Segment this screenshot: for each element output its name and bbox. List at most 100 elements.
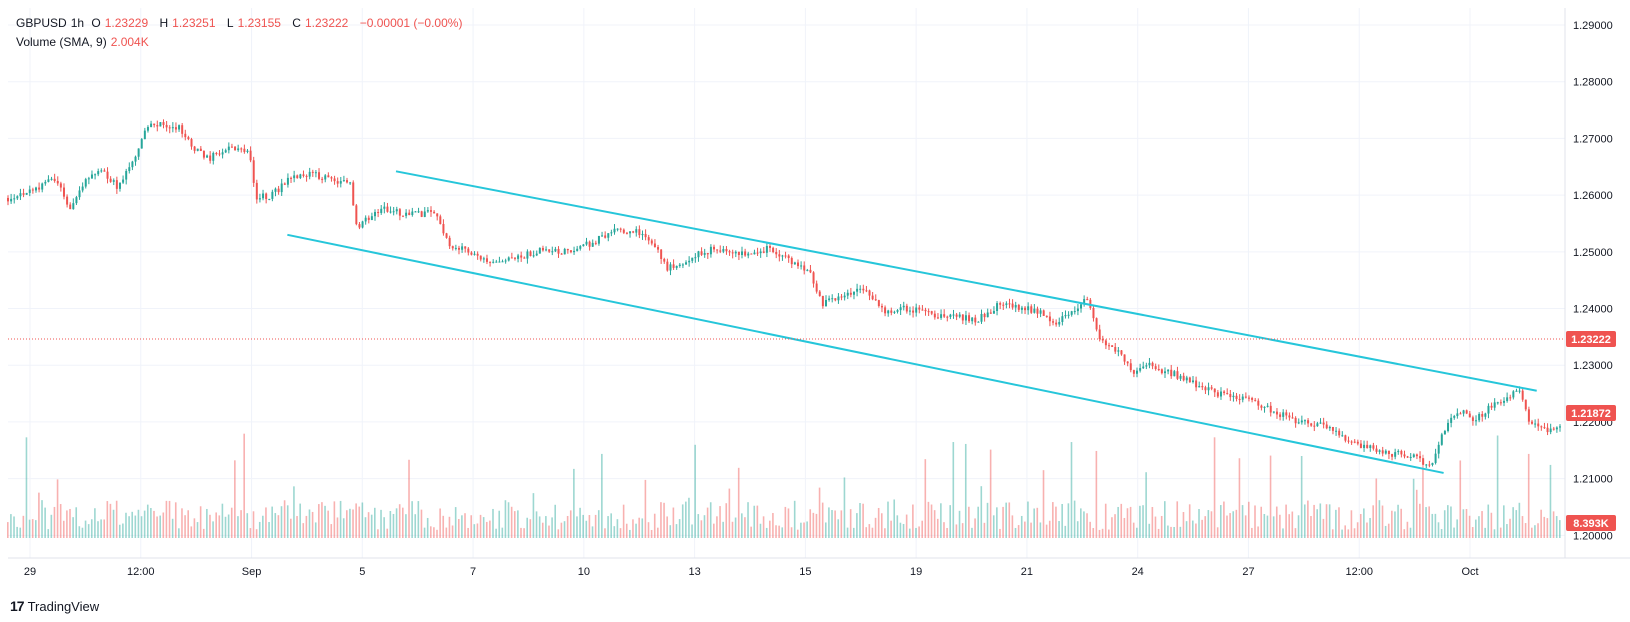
candle-body bbox=[237, 148, 240, 151]
candle-body bbox=[908, 310, 911, 312]
volume-bar bbox=[1052, 502, 1054, 538]
candle-body bbox=[352, 182, 355, 206]
volume-bar bbox=[395, 508, 398, 538]
volume-bar bbox=[489, 520, 491, 538]
volume-bar bbox=[1347, 529, 1350, 538]
volume-bar bbox=[224, 516, 227, 538]
candle-body bbox=[722, 249, 725, 252]
candle-body bbox=[143, 130, 146, 140]
volume-bar bbox=[1229, 513, 1231, 538]
volume-bar bbox=[118, 524, 121, 538]
candle-body bbox=[716, 249, 719, 251]
candle-body bbox=[737, 251, 740, 256]
candle-body bbox=[996, 303, 999, 311]
candle-body bbox=[697, 251, 700, 258]
candle-body bbox=[321, 178, 324, 180]
candle-body bbox=[414, 211, 417, 213]
candle-body bbox=[1450, 417, 1453, 423]
candle-body bbox=[1151, 362, 1154, 367]
volume-bar bbox=[140, 516, 143, 538]
volume-bar bbox=[1238, 458, 1241, 538]
volume-bar bbox=[1247, 501, 1250, 538]
candle-body bbox=[1279, 414, 1282, 417]
candle-body bbox=[1139, 368, 1142, 371]
candle-body bbox=[212, 153, 215, 161]
candle-body bbox=[641, 233, 644, 236]
volume-bar bbox=[647, 522, 650, 538]
symbol-label[interactable]: GBPUSD bbox=[16, 16, 67, 30]
volume-bar bbox=[927, 501, 930, 538]
candle-body bbox=[809, 269, 812, 273]
volume-bar bbox=[545, 516, 547, 538]
volume-bar bbox=[56, 479, 59, 538]
candle-body bbox=[162, 122, 165, 125]
volume-bar bbox=[800, 522, 802, 538]
volume-bar bbox=[69, 508, 71, 538]
trend-channel[interactable] bbox=[287, 170, 1537, 474]
volume-bar bbox=[1042, 470, 1045, 538]
volume-bar bbox=[1108, 529, 1110, 538]
candle-body bbox=[1512, 391, 1515, 398]
tradingview-logo[interactable]: 17 TradingView bbox=[10, 598, 99, 614]
volume-bar bbox=[1297, 515, 1300, 538]
open-label: O bbox=[91, 16, 101, 30]
volume-bar bbox=[821, 502, 824, 538]
price-axis[interactable]: 1.29000 1.28000 1.27000 1.26000 1.25000 1.240… bbox=[1573, 20, 1613, 542]
candle-body bbox=[268, 198, 271, 200]
candle-body bbox=[1080, 304, 1083, 309]
candle-body bbox=[784, 255, 787, 257]
volume-bar bbox=[520, 527, 522, 538]
candle-body bbox=[277, 188, 280, 193]
volume-bar bbox=[485, 521, 488, 538]
candle-body bbox=[501, 261, 504, 263]
candle-body bbox=[401, 215, 404, 217]
volume-bar bbox=[824, 522, 827, 538]
volume-bar bbox=[1083, 511, 1085, 538]
candle-body bbox=[495, 261, 498, 263]
candle-body bbox=[843, 295, 846, 298]
volume-bar bbox=[296, 516, 298, 538]
volume-bar bbox=[1195, 523, 1197, 538]
channel-upper-line[interactable] bbox=[395, 170, 1537, 392]
time-axis[interactable]: 29 12:00 Sep 5 7 10 13 15 19 21 24 27 12:00 Oct bbox=[24, 566, 1479, 578]
volume-bar bbox=[168, 500, 171, 538]
candle-body bbox=[1117, 350, 1120, 352]
volume-bar bbox=[470, 515, 473, 538]
volume-bar bbox=[510, 506, 513, 538]
candle-body bbox=[1083, 299, 1086, 305]
volume-bar bbox=[246, 513, 249, 538]
candle-body bbox=[115, 180, 118, 189]
candle-body bbox=[1235, 395, 1238, 399]
candle-body bbox=[274, 188, 277, 192]
candle-body bbox=[318, 172, 321, 179]
volume-bar bbox=[454, 507, 457, 538]
volume-bar bbox=[1279, 514, 1281, 538]
candle-body bbox=[818, 291, 821, 296]
volume-bar bbox=[146, 504, 149, 538]
volume-bar bbox=[790, 527, 793, 538]
volume-bar bbox=[457, 518, 460, 538]
volume-bar bbox=[697, 514, 700, 538]
volume-bar bbox=[1543, 516, 1546, 538]
candle-body bbox=[473, 253, 476, 255]
volume-bar bbox=[744, 517, 746, 538]
volume-bar bbox=[812, 512, 815, 538]
channel-lower-line[interactable] bbox=[287, 233, 1444, 474]
volume-bar bbox=[1499, 527, 1502, 538]
candle-body bbox=[364, 217, 367, 222]
candle-body bbox=[1468, 413, 1471, 418]
volume-bar bbox=[417, 501, 420, 538]
candle-body bbox=[610, 232, 613, 234]
volume-bar bbox=[1409, 527, 1412, 538]
candle-body bbox=[374, 212, 377, 217]
candle-body bbox=[1247, 397, 1250, 399]
volume-bar bbox=[1188, 504, 1191, 538]
candle-body bbox=[38, 187, 41, 190]
candle-body bbox=[408, 212, 411, 216]
candle-body bbox=[1447, 422, 1450, 431]
volume-bar bbox=[1123, 517, 1126, 538]
candle-body bbox=[918, 307, 921, 310]
candle-body bbox=[1322, 422, 1325, 425]
volume-bar bbox=[908, 528, 911, 538]
